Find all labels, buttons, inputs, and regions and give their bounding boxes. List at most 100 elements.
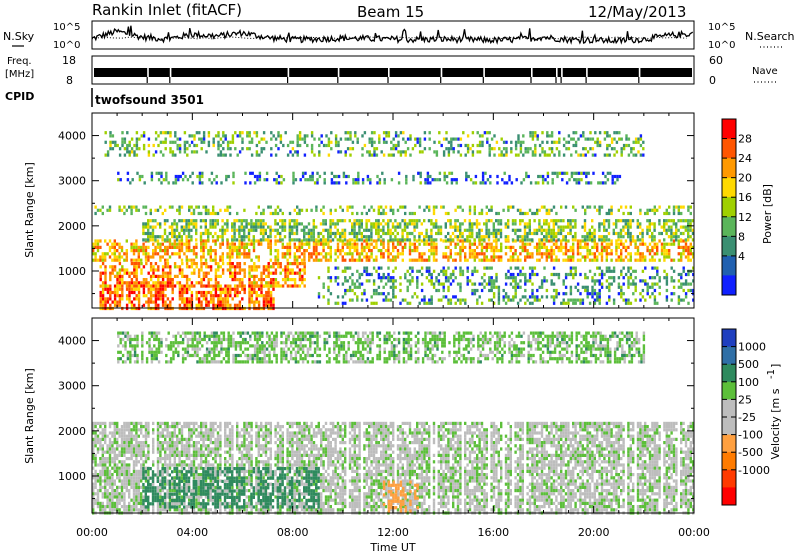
range-gate-cell bbox=[519, 208, 522, 212]
range-gate-cell bbox=[192, 225, 195, 229]
range-gate-cell bbox=[123, 505, 126, 509]
range-gate-cell bbox=[128, 143, 131, 148]
range-gate-cell bbox=[466, 279, 469, 283]
range-gate-cell bbox=[349, 134, 352, 138]
range-gate-cell bbox=[373, 153, 376, 157]
range-gate-cell bbox=[617, 242, 620, 246]
range-gate-cell bbox=[514, 228, 517, 232]
range-gate-cell bbox=[419, 181, 422, 185]
range-gate-cell bbox=[486, 131, 489, 135]
range-gate-cell bbox=[667, 235, 671, 239]
range-gate-cell bbox=[334, 137, 338, 141]
range-gate-cell bbox=[113, 463, 116, 467]
range-gate-cell bbox=[147, 143, 151, 148]
range-gate-cell bbox=[625, 137, 628, 141]
range-gate-cell bbox=[183, 303, 186, 307]
range-gate-cell bbox=[600, 255, 604, 259]
range-gate-cell bbox=[101, 466, 104, 470]
range-gate-cell bbox=[330, 171, 334, 175]
range-gate-cell bbox=[451, 225, 455, 229]
range-gate-cell bbox=[564, 285, 568, 289]
range-gate-cell bbox=[250, 265, 254, 269]
range-gate-cell bbox=[550, 131, 554, 135]
range-gate-cell bbox=[255, 150, 259, 154]
range-gate-cell bbox=[308, 242, 311, 246]
range-gate-cell bbox=[267, 294, 270, 298]
range-gate-cell bbox=[212, 205, 215, 209]
range-gate-cell bbox=[226, 252, 229, 256]
range-gate-cell bbox=[444, 269, 448, 273]
range-gate-cell bbox=[675, 222, 678, 226]
range-gate-cell bbox=[473, 242, 476, 246]
range-gate-cell bbox=[495, 231, 498, 236]
range-gate-cell bbox=[629, 222, 632, 226]
range-gate-cell bbox=[123, 425, 126, 429]
range-gate-cell bbox=[255, 265, 258, 269]
range-gate-cell bbox=[620, 252, 623, 256]
range-gate-cell bbox=[596, 292, 599, 296]
range-gate-cell bbox=[660, 225, 663, 229]
range-gate-cell bbox=[101, 495, 104, 499]
range-gate-cell bbox=[329, 276, 333, 280]
range-gate-cell bbox=[531, 231, 534, 236]
range-gate-cell bbox=[435, 150, 439, 154]
velocity-cells bbox=[92, 331, 695, 515]
range-gate-cell bbox=[214, 134, 218, 138]
range-gate-cell bbox=[620, 153, 623, 157]
range-gate-cell bbox=[195, 150, 199, 154]
range-gate-cell bbox=[159, 281, 162, 285]
range-gate-cell bbox=[378, 134, 381, 138]
range-gate-cell bbox=[394, 279, 397, 283]
range-gate-cell bbox=[598, 143, 602, 148]
range-gate-cell bbox=[181, 262, 184, 266]
range-gate-cell bbox=[375, 288, 378, 293]
range-gate-cell bbox=[615, 252, 618, 256]
range-gate-cell bbox=[447, 301, 450, 305]
range-gate-cell bbox=[499, 219, 503, 223]
range-gate-cell bbox=[142, 284, 146, 288]
range-gate-cell bbox=[538, 245, 541, 249]
range-gate-cell bbox=[384, 276, 388, 280]
range-gate-cell bbox=[629, 205, 632, 209]
range-gate-cell bbox=[257, 222, 260, 226]
range-gate-cell bbox=[577, 171, 581, 175]
range-gate-cell bbox=[471, 255, 474, 259]
range-gate-cell bbox=[94, 431, 97, 435]
range-gate-cell bbox=[293, 284, 297, 288]
range-gate-cell bbox=[204, 258, 208, 262]
range-gate-cell bbox=[178, 147, 182, 151]
range-gate-cell bbox=[404, 272, 407, 277]
range-gate-cell bbox=[198, 181, 202, 185]
range-gate-cell bbox=[207, 284, 210, 288]
colorbar-tick-label: 20 bbox=[738, 172, 752, 185]
range-gate-cell bbox=[360, 211, 364, 216]
range-gate-cell bbox=[120, 428, 124, 432]
range-gate-cell bbox=[221, 303, 225, 307]
range-gate-cell bbox=[329, 292, 333, 296]
range-gate-cell bbox=[463, 228, 467, 232]
range-gate-cell bbox=[651, 292, 654, 296]
range-gate-cell bbox=[512, 245, 515, 249]
range-gate-cell bbox=[401, 249, 404, 253]
range-gate-cell bbox=[92, 428, 95, 432]
range-gate-cell bbox=[579, 258, 582, 262]
range-gate-cell bbox=[487, 238, 491, 242]
range-gate-cell bbox=[356, 211, 359, 216]
range-gate-cell bbox=[420, 258, 424, 262]
range-gate-cell bbox=[627, 298, 630, 302]
range-gate-cell bbox=[622, 276, 625, 280]
range-gate-cell bbox=[133, 287, 136, 291]
range-gate-cell bbox=[571, 219, 575, 223]
range-gate-cell bbox=[360, 272, 364, 277]
range-gate-cell bbox=[316, 171, 319, 175]
range-gate-cell bbox=[468, 245, 472, 249]
range-gate-cell bbox=[92, 482, 95, 486]
range-gate-cell bbox=[188, 143, 191, 148]
range-gate-cell bbox=[99, 297, 102, 301]
range-gate-cell bbox=[249, 181, 252, 185]
range-gate-cell bbox=[387, 219, 390, 223]
range-gate-cell bbox=[190, 222, 193, 226]
range-gate-cell bbox=[459, 225, 462, 229]
range-gate-cell bbox=[120, 492, 124, 496]
range-gate-cell bbox=[646, 219, 649, 223]
